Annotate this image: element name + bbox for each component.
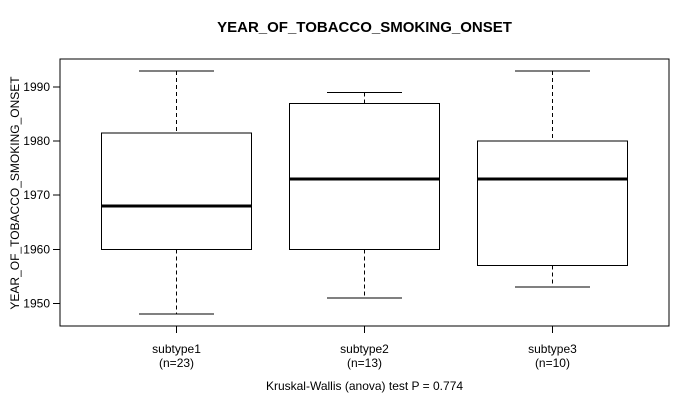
x-group-label: subtype2 [340, 342, 389, 356]
boxplot-group-subtype3: subtype3(n=10) [476, 70, 629, 370]
boxplot-group-subtype1: subtype1(n=23) [100, 70, 253, 370]
box-iqr [288, 102, 441, 250]
x-group-label: subtype3 [528, 342, 577, 356]
x-group-label: subtype1 [152, 342, 201, 356]
y-tick-label: 1960 [23, 242, 50, 256]
y-tick-label: 1950 [23, 296, 50, 310]
stats-caption: Kruskal-Wallis (anova) test P = 0.774 [265, 379, 464, 393]
y-tick-label: 1990 [23, 80, 50, 94]
box-iqr [100, 132, 253, 250]
boxplot-group-subtype2: subtype2(n=13) [288, 92, 441, 370]
x-group-count-label: (n=13) [347, 356, 382, 370]
x-group-count-label: (n=23) [159, 356, 194, 370]
y-tick-label: 1980 [23, 134, 50, 148]
box-iqr [476, 140, 629, 266]
y-tick-label: 1970 [23, 188, 50, 202]
x-group-count-label: (n=10) [535, 356, 570, 370]
chart-title: YEAR_OF_TOBACCO_SMOKING_ONSET [217, 19, 512, 36]
